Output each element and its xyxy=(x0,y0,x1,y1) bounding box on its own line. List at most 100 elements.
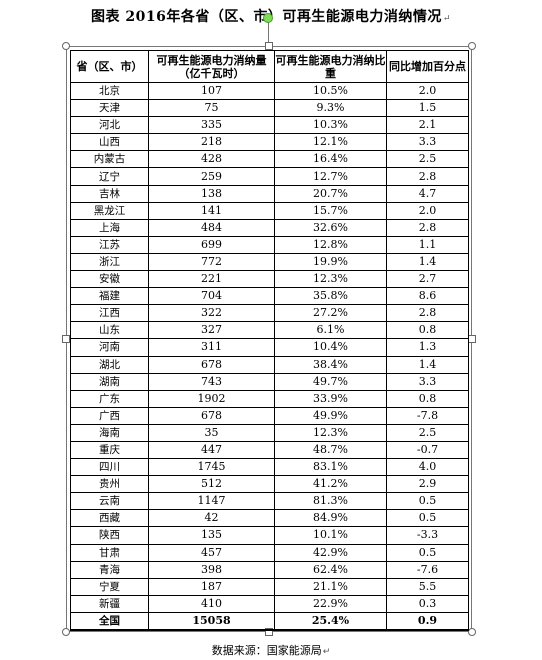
cell-consumption: 218 xyxy=(148,133,275,152)
table-row: 四川 1745 83.1% 4.0 xyxy=(70,458,469,477)
table-row: 天津 75 9.3% 1.5 xyxy=(70,99,469,118)
table-row: 北京 107 10.5% 2.0 xyxy=(70,81,469,101)
cell-consumption: 678 xyxy=(148,406,275,425)
cell-province: 青海 xyxy=(70,560,149,579)
table-row: 浙江 772 19.9% 1.4 xyxy=(70,252,469,272)
cell-province: 云南 xyxy=(70,492,149,511)
resize-handle-bottom-right[interactable] xyxy=(468,628,476,636)
cell-share: 81.3% xyxy=(274,492,387,511)
cell-consumption: 1147 xyxy=(148,492,275,511)
cell-consumption: 484 xyxy=(148,218,275,237)
table-row: 内蒙古 428 16.4% 2.5 xyxy=(70,150,469,169)
cell-consumption: 221 xyxy=(148,270,275,289)
cell-share: 27.2% xyxy=(274,304,387,323)
cell-province: 重庆 xyxy=(70,440,149,460)
cell-yoy-change: 2.7 xyxy=(386,270,469,289)
resize-handle-right[interactable] xyxy=(468,335,476,343)
cell-province: 贵州 xyxy=(70,475,149,494)
cell-share: 38.4% xyxy=(274,355,387,374)
table-row: 湖南 743 49.7% 3.3 xyxy=(70,372,469,391)
resize-handle-left[interactable] xyxy=(62,335,70,343)
cell-yoy-change: 2.0 xyxy=(386,201,469,220)
cell-consumption: 75 xyxy=(148,99,275,118)
cell-yoy-change: 0.8 xyxy=(386,389,469,408)
cell-province: 黑龙江 xyxy=(70,201,149,220)
table-row: 安徽 221 12.3% 2.7 xyxy=(70,270,469,289)
table-row: 山西 218 12.1% 3.3 xyxy=(70,133,469,152)
cell-consumption: 1902 xyxy=(148,389,275,408)
cell-share: 62.4% xyxy=(274,560,387,579)
cell-share: 10.5% xyxy=(274,81,387,101)
table-row: 西藏 42 84.9% 0.5 xyxy=(70,509,469,528)
header-consumption: 可再生能源电力消纳量（亿千瓦时） xyxy=(148,50,275,83)
table-row: 贵州 512 41.2% 2.9 xyxy=(70,475,469,494)
rotate-handle[interactable] xyxy=(263,13,273,23)
cell-province: 福建 xyxy=(70,287,149,306)
cell-consumption: 772 xyxy=(148,252,275,272)
table-row: 广西 678 49.9% -7.8 xyxy=(70,406,469,425)
cell-share: 12.3% xyxy=(274,270,387,289)
cell-share: 12.1% xyxy=(274,133,387,152)
cell-consumption: 704 xyxy=(148,287,275,306)
table-row: 辽宁 259 12.7% 2.8 xyxy=(70,167,469,186)
cell-province: 宁夏 xyxy=(70,577,149,596)
source-note: 数据来源：国家能源局↵ xyxy=(0,642,542,658)
cell-share: 22.9% xyxy=(274,594,387,613)
cell-share: 32.6% xyxy=(274,218,387,237)
table-row: 吉林 138 20.7% 4.7 xyxy=(70,184,469,203)
cell-province: 广东 xyxy=(70,389,149,408)
cell-share: 25.4% xyxy=(274,611,387,631)
resize-handle-top-right[interactable] xyxy=(468,42,476,50)
table-row: 陕西 135 10.1% -3.3 xyxy=(70,526,469,545)
cell-province: 河南 xyxy=(70,338,149,357)
paragraph-mark: ↵ xyxy=(322,647,331,657)
cell-yoy-change: 0.5 xyxy=(386,543,469,562)
cell-share: 15.7% xyxy=(274,201,387,220)
cell-province: 江西 xyxy=(70,304,149,323)
source-text: 数据来源：国家能源局 xyxy=(211,644,322,657)
cell-province: 内蒙古 xyxy=(70,150,149,169)
cell-province: 江苏 xyxy=(70,235,149,254)
header-yoy-change: 同比增加百分点 xyxy=(386,50,469,83)
cell-share: 19.9% xyxy=(274,252,387,272)
cell-province: 新疆 xyxy=(70,594,149,613)
cell-province: 西藏 xyxy=(70,509,149,528)
cell-yoy-change: 1.5 xyxy=(386,99,469,118)
cell-yoy-change: 2.8 xyxy=(386,304,469,323)
cell-yoy-change: 0.8 xyxy=(386,321,469,340)
cell-province: 陕西 xyxy=(70,526,149,545)
table-row: 河南 311 10.4% 1.3 xyxy=(70,338,469,357)
paragraph-mark: ↵ xyxy=(442,14,451,24)
cell-province: 辽宁 xyxy=(70,167,149,186)
cell-consumption: 410 xyxy=(148,594,275,613)
cell-consumption: 187 xyxy=(148,577,275,596)
cell-share: 49.7% xyxy=(274,372,387,391)
table-row: 福建 704 35.8% 8.6 xyxy=(70,287,469,306)
cell-province: 甘肃 xyxy=(70,543,149,562)
cell-consumption: 335 xyxy=(148,116,275,135)
table-row: 宁夏 187 21.1% 5.5 xyxy=(70,577,469,596)
cell-yoy-change: 3.3 xyxy=(386,372,469,391)
cell-consumption: 512 xyxy=(148,475,275,494)
rotation-stem xyxy=(268,18,269,46)
cell-yoy-change: 4.0 xyxy=(386,458,469,477)
cell-yoy-change: 2.5 xyxy=(386,423,469,442)
cell-consumption: 141 xyxy=(148,201,275,220)
table-row: 山东 327 6.1% 0.8 xyxy=(70,321,469,340)
cell-share: 41.2% xyxy=(274,475,387,494)
cell-share: 12.3% xyxy=(274,423,387,442)
cell-yoy-change: 0.5 xyxy=(386,509,469,528)
resize-handle-bottom-left[interactable] xyxy=(62,628,70,636)
cell-consumption: 457 xyxy=(148,543,275,562)
cell-yoy-change: 4.7 xyxy=(386,184,469,203)
table-row: 云南 1147 81.3% 0.5 xyxy=(70,492,469,511)
cell-share: 49.9% xyxy=(274,406,387,425)
cell-yoy-change: 2.0 xyxy=(386,81,469,101)
resize-handle-top[interactable] xyxy=(265,42,273,50)
cell-consumption: 678 xyxy=(148,355,275,374)
table-row: 河北 335 10.3% 2.1 xyxy=(70,116,469,135)
resize-handle-top-left[interactable] xyxy=(62,42,70,50)
header-province: 省（区、市） xyxy=(70,50,149,83)
cell-yoy-change: -7.8 xyxy=(386,406,469,425)
cell-province: 四川 xyxy=(70,458,149,477)
